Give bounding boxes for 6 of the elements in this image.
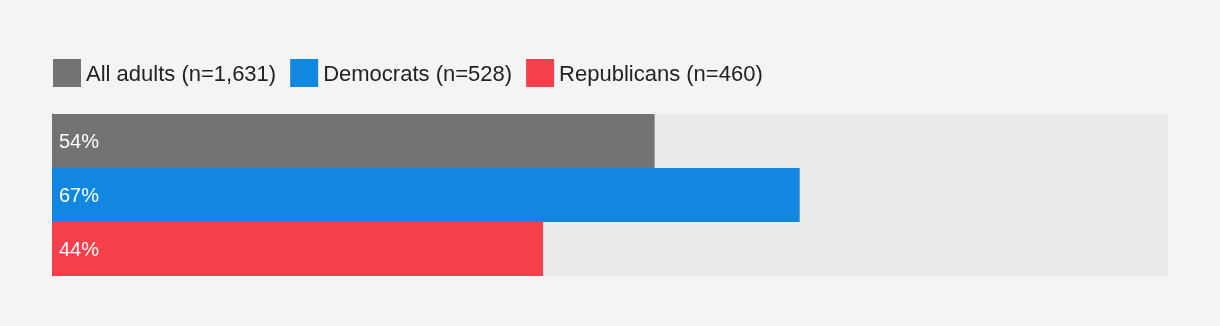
data-label: 67% [59,184,100,206]
data-label: 44% [59,238,100,260]
data-label: 54% [59,130,100,152]
legend-label: Republicans (n=460) [559,60,763,86]
legend-label: Democrats (n=528) [323,60,513,86]
legend-label: All adults (n=1,631) [86,60,277,86]
